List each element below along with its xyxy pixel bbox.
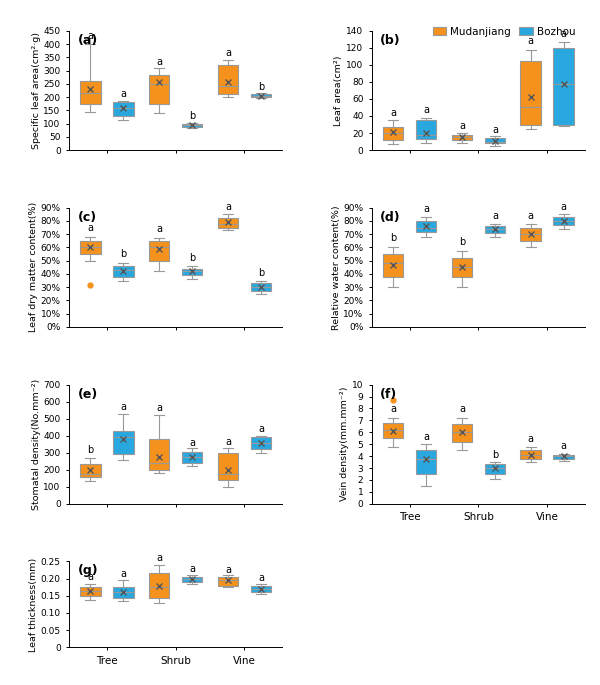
Y-axis label: Leaf thickness(mm): Leaf thickness(mm) bbox=[29, 558, 38, 651]
PathPatch shape bbox=[251, 95, 271, 97]
Text: a: a bbox=[258, 424, 264, 434]
Text: b: b bbox=[390, 234, 396, 243]
Text: b: b bbox=[459, 238, 465, 247]
Text: (f): (f) bbox=[380, 388, 398, 401]
PathPatch shape bbox=[553, 455, 574, 458]
PathPatch shape bbox=[383, 127, 403, 140]
Legend: Mudanjiang, Bozhou: Mudanjiang, Bozhou bbox=[428, 23, 580, 40]
PathPatch shape bbox=[113, 266, 134, 277]
PathPatch shape bbox=[452, 258, 472, 277]
Text: a: a bbox=[121, 569, 127, 579]
PathPatch shape bbox=[251, 438, 271, 449]
Y-axis label: Vein density(mm.mm⁻²): Vein density(mm.mm⁻²) bbox=[340, 387, 349, 501]
Text: b: b bbox=[258, 268, 264, 278]
Y-axis label: Relative water content(%): Relative water content(%) bbox=[332, 205, 341, 329]
Text: a: a bbox=[156, 403, 162, 412]
PathPatch shape bbox=[182, 577, 202, 582]
Text: a: a bbox=[189, 564, 195, 574]
PathPatch shape bbox=[520, 227, 541, 241]
Text: a: a bbox=[560, 201, 566, 212]
PathPatch shape bbox=[452, 424, 472, 442]
PathPatch shape bbox=[218, 453, 238, 480]
PathPatch shape bbox=[218, 219, 238, 227]
Text: a: a bbox=[225, 437, 231, 447]
PathPatch shape bbox=[80, 81, 101, 103]
Text: b: b bbox=[87, 445, 94, 456]
PathPatch shape bbox=[416, 221, 436, 232]
PathPatch shape bbox=[149, 573, 169, 597]
PathPatch shape bbox=[520, 450, 541, 458]
Text: a: a bbox=[225, 564, 231, 575]
PathPatch shape bbox=[182, 452, 202, 463]
Text: (d): (d) bbox=[380, 211, 401, 224]
Text: (g): (g) bbox=[77, 564, 98, 577]
PathPatch shape bbox=[80, 241, 101, 254]
PathPatch shape bbox=[182, 123, 202, 127]
PathPatch shape bbox=[113, 102, 134, 116]
Y-axis label: Leaf dry matter content(%): Leaf dry matter content(%) bbox=[29, 202, 38, 332]
PathPatch shape bbox=[520, 61, 541, 125]
PathPatch shape bbox=[416, 121, 436, 139]
Y-axis label: Specific leaf area(cm²·g): Specific leaf area(cm²·g) bbox=[32, 32, 41, 149]
Text: b: b bbox=[492, 450, 498, 460]
Text: a: a bbox=[258, 573, 264, 584]
Text: a: a bbox=[189, 438, 195, 447]
PathPatch shape bbox=[149, 75, 169, 103]
PathPatch shape bbox=[251, 283, 271, 291]
Text: a: a bbox=[88, 223, 94, 233]
Text: a: a bbox=[156, 553, 162, 563]
Text: a: a bbox=[527, 211, 533, 221]
Text: b: b bbox=[189, 112, 195, 121]
Text: a: a bbox=[560, 29, 566, 39]
PathPatch shape bbox=[149, 439, 169, 470]
PathPatch shape bbox=[383, 423, 403, 438]
PathPatch shape bbox=[113, 431, 134, 454]
Text: a: a bbox=[156, 57, 162, 66]
PathPatch shape bbox=[452, 135, 472, 140]
Text: b: b bbox=[258, 82, 264, 92]
Text: a: a bbox=[527, 434, 533, 444]
Text: a: a bbox=[390, 108, 396, 118]
Text: a: a bbox=[156, 224, 162, 234]
Text: a: a bbox=[88, 572, 94, 582]
PathPatch shape bbox=[485, 226, 505, 233]
Text: a: a bbox=[527, 36, 533, 46]
Text: (a): (a) bbox=[77, 34, 98, 47]
Text: a: a bbox=[121, 402, 127, 412]
PathPatch shape bbox=[182, 269, 202, 275]
Text: (c): (c) bbox=[77, 211, 97, 224]
Text: a: a bbox=[225, 48, 231, 58]
PathPatch shape bbox=[113, 587, 134, 597]
Y-axis label: Leaf area(cm²): Leaf area(cm²) bbox=[334, 55, 343, 125]
Text: (e): (e) bbox=[77, 388, 98, 401]
Text: a: a bbox=[459, 121, 465, 132]
PathPatch shape bbox=[80, 464, 101, 477]
Text: a: a bbox=[459, 404, 465, 414]
Text: a: a bbox=[423, 432, 429, 442]
PathPatch shape bbox=[218, 65, 238, 95]
Text: a: a bbox=[492, 125, 498, 135]
Y-axis label: Stomatal density(No.mm⁻²): Stomatal density(No.mm⁻²) bbox=[32, 379, 41, 510]
Text: a: a bbox=[423, 105, 429, 115]
Text: (b): (b) bbox=[380, 34, 401, 47]
Text: a: a bbox=[121, 89, 127, 99]
PathPatch shape bbox=[251, 586, 271, 592]
Text: a: a bbox=[492, 211, 498, 221]
Text: b: b bbox=[189, 253, 195, 263]
Text: a: a bbox=[390, 404, 396, 414]
PathPatch shape bbox=[383, 254, 403, 277]
PathPatch shape bbox=[149, 241, 169, 261]
PathPatch shape bbox=[485, 138, 505, 143]
PathPatch shape bbox=[80, 587, 101, 596]
PathPatch shape bbox=[416, 450, 436, 474]
Text: a: a bbox=[423, 204, 429, 214]
Text: a: a bbox=[225, 201, 231, 212]
Text: a: a bbox=[560, 441, 566, 451]
PathPatch shape bbox=[218, 577, 238, 586]
PathPatch shape bbox=[485, 464, 505, 474]
PathPatch shape bbox=[553, 217, 574, 225]
Text: b: b bbox=[120, 249, 127, 260]
Text: a: a bbox=[88, 32, 94, 41]
PathPatch shape bbox=[553, 48, 574, 125]
